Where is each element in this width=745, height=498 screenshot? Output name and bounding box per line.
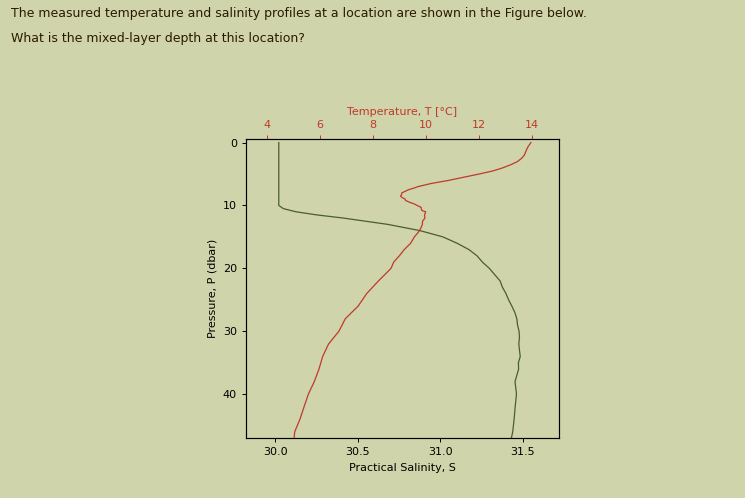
Text: The measured temperature and salinity profiles at a location are shown in the Fi: The measured temperature and salinity pr… — [11, 7, 587, 20]
Text: What is the mixed-layer depth at this location?: What is the mixed-layer depth at this lo… — [11, 32, 305, 45]
Y-axis label: Pressure, P (dbar): Pressure, P (dbar) — [207, 239, 217, 339]
X-axis label: Temperature, T [°C]: Temperature, T [°C] — [347, 107, 457, 117]
X-axis label: Practical Salinity, S: Practical Salinity, S — [349, 463, 456, 473]
